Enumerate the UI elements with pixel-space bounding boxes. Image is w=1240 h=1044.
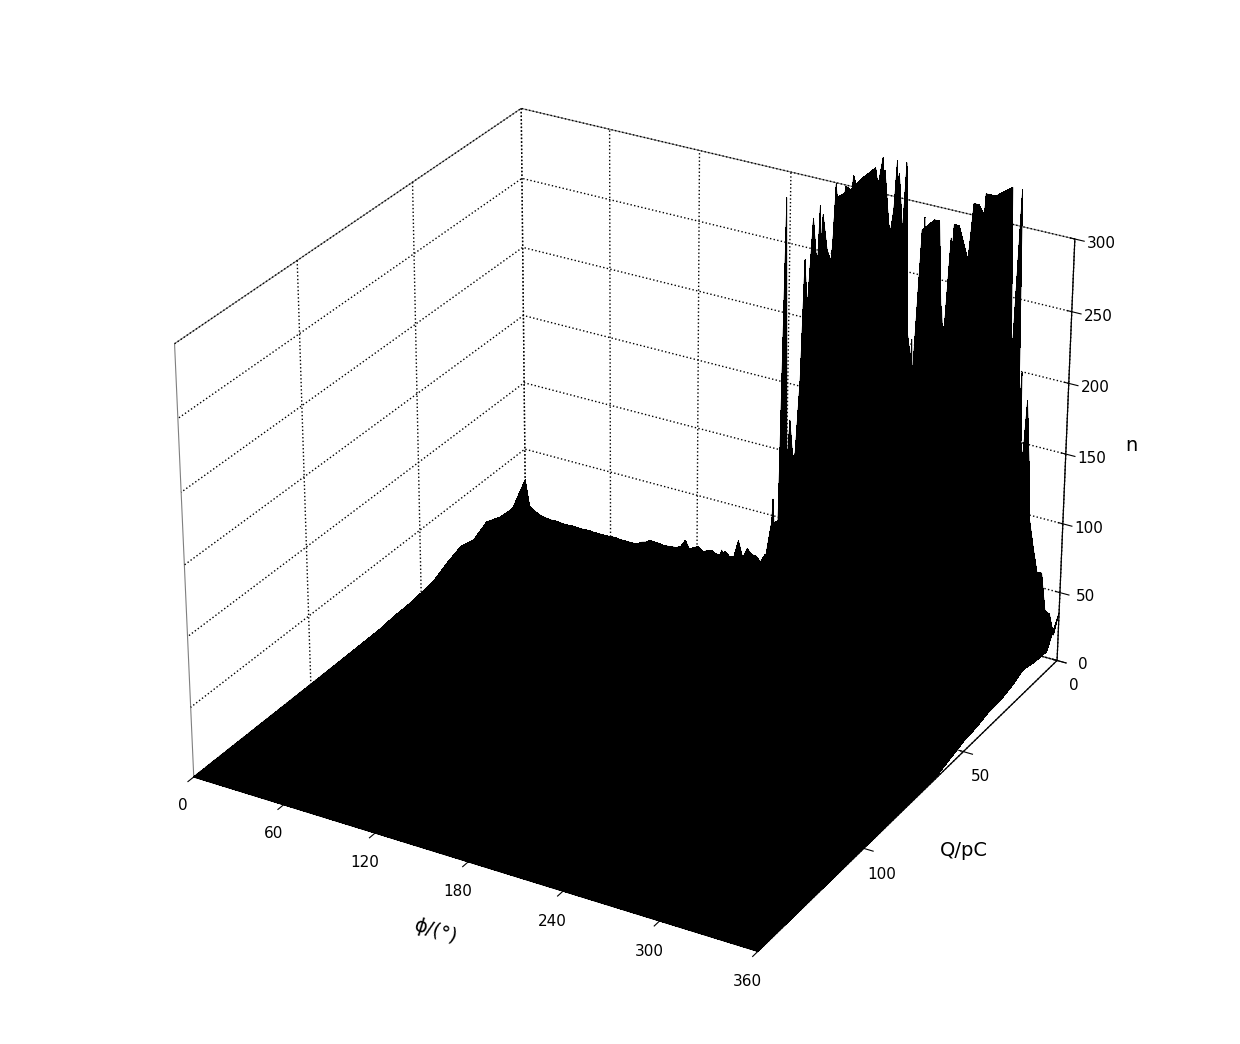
X-axis label: ϕ/(°): ϕ/(°) — [412, 916, 460, 947]
Y-axis label: Q/pC: Q/pC — [940, 841, 988, 860]
